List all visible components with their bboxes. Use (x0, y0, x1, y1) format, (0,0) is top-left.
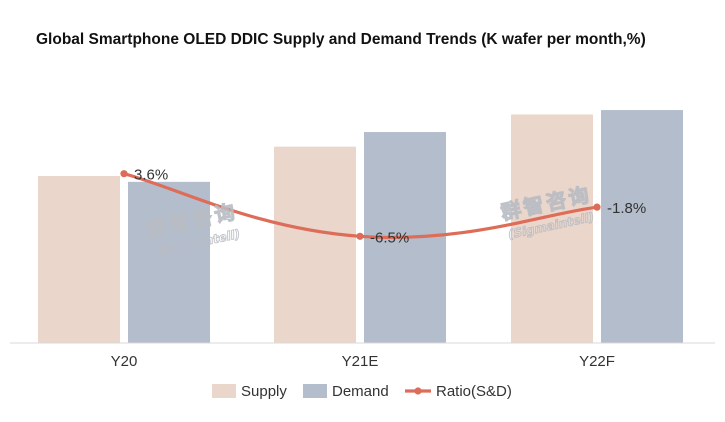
x-tick-labels: Y20 Y21E Y22F (111, 353, 615, 370)
bar-demand-y22f (601, 110, 683, 343)
ratio-label-y20: 3.6% (134, 167, 168, 184)
x-tick-label-y20: Y20 (111, 353, 138, 370)
legend-label-ratio: Ratio(S&D) (436, 383, 512, 400)
chart-title: Global Smartphone OLED DDIC Supply and D… (36, 31, 646, 48)
ratio-point-y20 (120, 170, 128, 178)
ratio-line-group: 3.6% -6.5% -1.8% (120, 167, 646, 246)
legend-swatch-demand (303, 384, 327, 398)
ratio-label-y21e: -6.5% (370, 229, 409, 246)
ratio-point-y22f (593, 203, 601, 211)
x-tick-label-y21e: Y21E (342, 353, 379, 370)
legend-swatch-ratio-marker (414, 387, 422, 395)
legend-swatch-supply (212, 384, 236, 398)
legend-label-supply: Supply (241, 383, 287, 400)
ratio-label-y22f: -1.8% (607, 200, 646, 217)
bar-demand-y20 (128, 181, 210, 343)
bars-group (38, 110, 683, 344)
bar-supply-y21e (274, 146, 356, 343)
legend: Supply Demand Ratio(S&D) (212, 383, 512, 400)
x-tick-label-y22f: Y22F (579, 353, 615, 370)
bar-supply-y22f (511, 114, 593, 344)
bar-supply-y20 (38, 175, 120, 343)
legend-label-demand: Demand (332, 383, 389, 400)
ratio-point-y21e (356, 232, 364, 240)
